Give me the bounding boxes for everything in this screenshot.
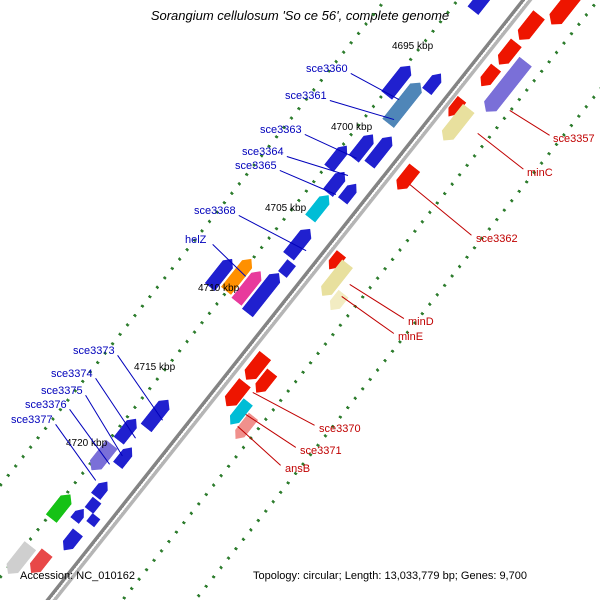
gene-label-sce3361[interactable]: sce3361: [285, 90, 327, 102]
gene-label-sce3362[interactable]: sce3362: [476, 233, 518, 245]
gene-label-minE[interactable]: minE: [398, 331, 424, 343]
leader-line: [477, 133, 524, 170]
gene-label-sce3377[interactable]: sce3377: [11, 414, 53, 426]
leader-line: [509, 110, 550, 136]
scale-label: 4715 kbp: [134, 362, 176, 373]
gene-label-sce3371[interactable]: sce3371: [300, 445, 342, 457]
gene-label-sce3365[interactable]: sce3365: [235, 160, 277, 172]
gene-label-sce3376[interactable]: sce3376: [25, 399, 67, 411]
gene-label-sce3363[interactable]: sce3363: [260, 124, 302, 136]
scale-label: 4720 kbp: [66, 438, 108, 449]
gene-label-sce3370[interactable]: sce3370: [319, 423, 361, 435]
leader-line: [329, 100, 394, 120]
gene-label-sce3364[interactable]: sce3364: [242, 146, 284, 158]
gene-label-minD[interactable]: minD: [408, 316, 434, 328]
leader-line: [350, 73, 399, 100]
leader-line: [279, 170, 336, 195]
gene-label-sce3360[interactable]: sce3360: [306, 63, 348, 75]
leader-line: [245, 414, 296, 448]
scale-label: 4700 kbp: [331, 122, 373, 133]
leader-line: [304, 134, 357, 159]
genome-summary-text: Topology: circular; Length: 13,033,779 b…: [253, 570, 527, 582]
leader-line: [349, 284, 404, 319]
leader-line: [212, 244, 246, 277]
scale-label: 4695 kbp: [392, 41, 434, 52]
leader-line: [95, 378, 136, 439]
scale-label: 4710 kbp: [198, 283, 240, 294]
leader-line: [252, 392, 315, 426]
leader-line: [69, 409, 110, 465]
leader-line: [286, 156, 348, 176]
gene-label-helZ[interactable]: helZ: [185, 234, 207, 246]
scale-label: 4705 kbp: [265, 203, 307, 214]
leader-line: [409, 184, 472, 236]
leader-line: [238, 215, 306, 251]
leader-line: [341, 296, 394, 334]
gene-label-sce3368[interactable]: sce3368: [194, 205, 236, 217]
leader-line: [55, 424, 96, 481]
gene-label-sce3374[interactable]: sce3374: [51, 368, 93, 380]
gene-label-sce3375[interactable]: sce3375: [41, 385, 83, 397]
gene-label-sce3373[interactable]: sce3373: [73, 345, 115, 357]
gene-label-sce3357[interactable]: sce3357: [553, 133, 595, 145]
gene-label-minC[interactable]: minC: [527, 167, 553, 179]
gene-label-ansB[interactable]: ansB: [285, 463, 311, 475]
accession-text: Accession: NC_010162: [20, 570, 135, 582]
